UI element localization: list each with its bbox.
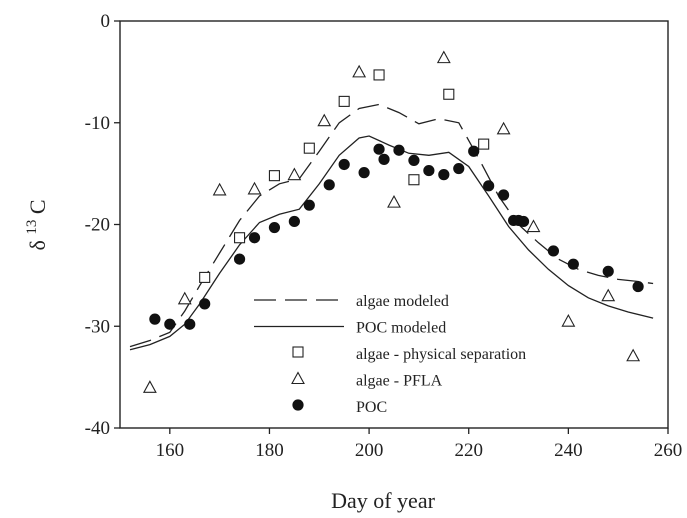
series-line (129, 103, 654, 348)
data-point (561, 314, 576, 327)
data-point (199, 271, 211, 283)
data-point (303, 142, 315, 154)
data-point (526, 219, 541, 233)
legend-item: algae modeled (254, 293, 449, 310)
y-tick-label: -40 (85, 418, 110, 439)
data-point (478, 138, 490, 150)
data-point (378, 153, 390, 165)
y-axis-title: δ 13 C (16, 199, 50, 250)
data-point (164, 318, 176, 330)
data-point (212, 182, 227, 196)
data-point (438, 169, 450, 181)
data-point (323, 179, 335, 191)
data-point (497, 189, 510, 201)
y-tick-label: 0 (101, 11, 111, 32)
data-point (423, 164, 435, 177)
data-point (234, 232, 246, 244)
legend-item: POC (292, 399, 387, 416)
data-point (373, 143, 385, 155)
data-point (408, 154, 420, 166)
legend-item: POC modeled (254, 320, 446, 337)
data-point (436, 50, 451, 64)
data-point (453, 162, 465, 175)
data-point (601, 288, 616, 302)
data-point (496, 121, 511, 135)
data-point (149, 313, 161, 325)
x-tick-label: 200 (355, 440, 384, 461)
legend-label: algae modeled (356, 293, 449, 310)
series-line (129, 135, 654, 351)
y-axis-title-main: δ (25, 240, 50, 250)
series-layer (129, 50, 654, 393)
data-point (387, 194, 401, 208)
data-point (233, 253, 246, 265)
data-point (443, 88, 455, 100)
y-tick-label: -30 (85, 316, 110, 337)
data-point (338, 95, 350, 107)
data-point (393, 144, 405, 156)
data-point (303, 199, 315, 211)
legend-item: algae - physical separation (292, 346, 526, 363)
x-tick-label: 240 (554, 440, 583, 461)
y-tick-label: -20 (85, 215, 110, 236)
data-point (184, 318, 196, 330)
data-point (483, 180, 495, 192)
data-point (288, 215, 300, 228)
x-tick-label: 160 (156, 440, 185, 461)
series-poc-modeled (129, 135, 654, 351)
data-point (567, 258, 579, 270)
data-point (338, 158, 350, 171)
data-point (352, 64, 367, 78)
legend-swatch (292, 346, 304, 358)
data-point (373, 69, 385, 81)
data-point (247, 181, 262, 195)
data-point (287, 167, 302, 181)
y-axis-title-sup: 13 (24, 220, 40, 235)
legend-swatch (292, 399, 304, 411)
series-poc (149, 143, 644, 330)
legend-item: algae - PFLA (291, 371, 443, 390)
data-point (468, 145, 480, 157)
x-tick-label: 180 (255, 440, 284, 461)
y-axis-title-tail: C (25, 199, 50, 214)
data-point (199, 298, 211, 310)
data-point (632, 280, 644, 293)
data-point (317, 113, 332, 127)
legend-label: POC (356, 399, 387, 416)
legend: algae modeled POC modeled algae - physical… (254, 293, 526, 416)
x-axis-title: Day of year (331, 488, 436, 513)
series-algae-physical-separation (199, 69, 490, 283)
x-tick-label: 220 (454, 440, 483, 461)
axes: 160 180 200 220 240 260 0 -10 -20 -30 -40 (85, 11, 683, 461)
data-point (602, 265, 614, 277)
legend-label: algae - physical separation (356, 346, 526, 363)
data-point (268, 170, 280, 182)
data-point (268, 221, 281, 234)
legend-label: algae - PFLA (356, 373, 443, 390)
series-algae-pfla (142, 50, 641, 393)
legend-swatch (291, 371, 305, 385)
data-point (547, 245, 560, 257)
x-tick-label: 260 (654, 440, 683, 461)
data-point (142, 380, 157, 393)
data-point (177, 291, 192, 305)
data-point (248, 232, 261, 244)
y-tick-label: -10 (85, 113, 110, 134)
plot-area (119, 20, 669, 429)
plot-frame (119, 20, 669, 429)
data-point (517, 215, 530, 228)
data-point (626, 348, 641, 362)
series-algae-modeled (129, 103, 654, 348)
data-point (358, 167, 370, 179)
legend-label: POC modeled (356, 320, 446, 337)
data-point (408, 174, 420, 186)
